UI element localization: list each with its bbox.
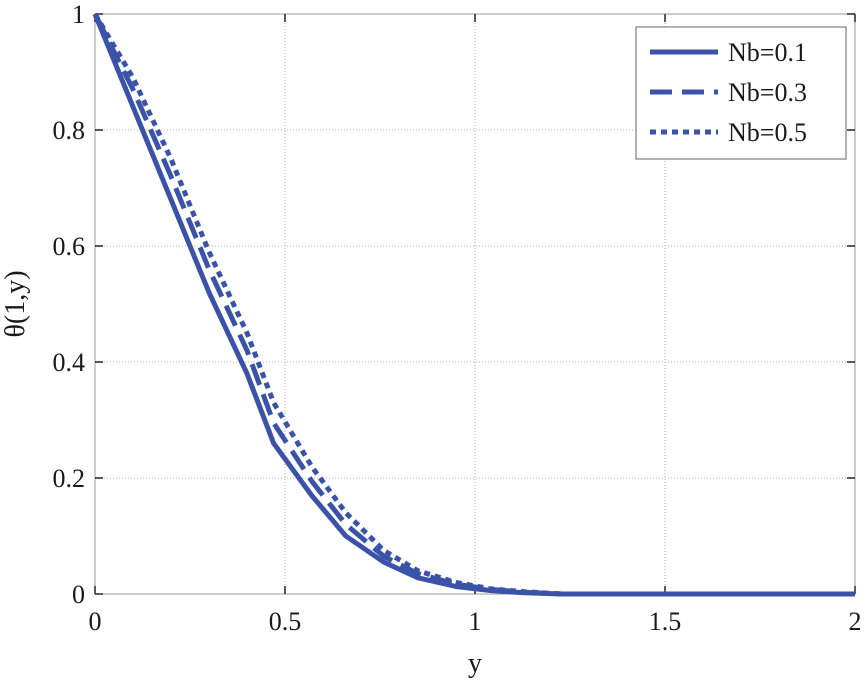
x-tick-labels: 0 0.5 1 1.5 2 [89,607,862,636]
legend-label-3: Nb=0.5 [728,118,807,147]
y-tick-label-3: 0.6 [53,232,86,261]
y-tick-label-4: 0.8 [53,116,86,145]
y-tick-label-0: 0 [72,580,85,609]
series-group [92,12,855,597]
x-tick-label-1: 0.5 [269,607,302,636]
y-tick-labels: 0 0.2 0.4 0.6 0.8 1 [53,0,86,609]
x-axis-label: y [468,648,482,679]
y-tick-label-5: 1 [72,0,85,29]
x-tick-label-4: 2 [849,607,862,636]
legend: Nb=0.1 Nb=0.3 Nb=0.5 [635,26,847,160]
y-axis-label: θ(1,y) [0,270,31,337]
legend-box [635,26,847,160]
series-line-3 [92,12,855,597]
x-tick-label-3: 1.5 [649,607,682,636]
y-tick-label-2: 0.4 [53,348,86,377]
legend-label-1: Nb=0.1 [728,38,807,67]
legend-label-2: Nb=0.3 [728,78,807,107]
y-tick-label-1: 0.2 [53,464,86,493]
x-tick-label-0: 0 [89,607,102,636]
x-tick-label-2: 1 [469,607,482,636]
